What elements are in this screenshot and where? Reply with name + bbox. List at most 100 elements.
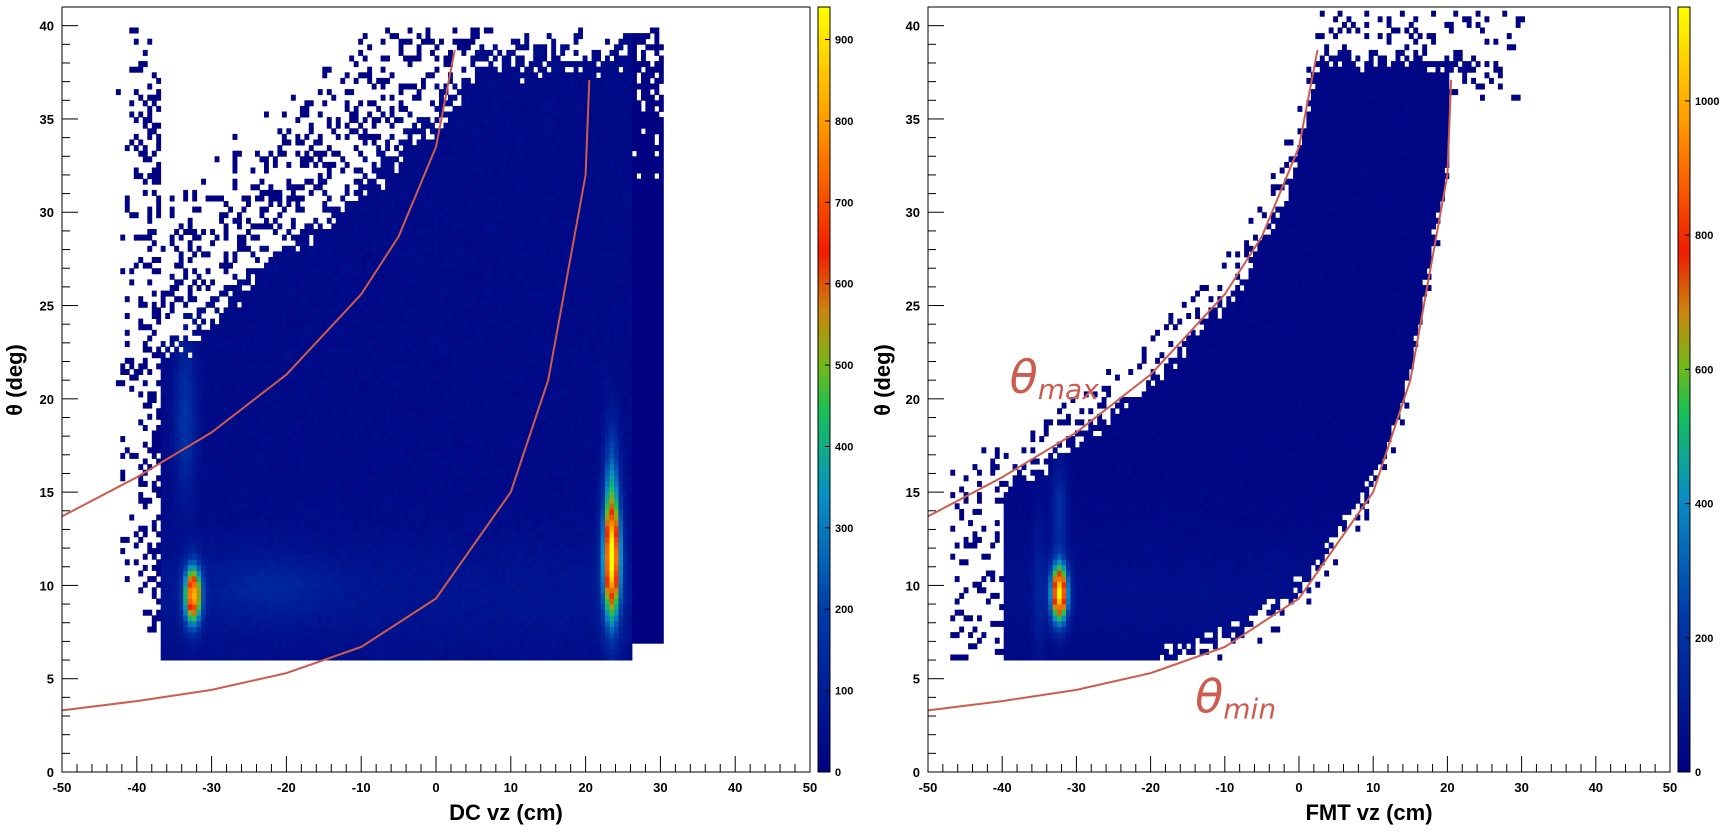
heatmap-cell — [160, 632, 166, 639]
heatmap-cell — [268, 576, 274, 583]
heatmap-cell — [174, 335, 180, 342]
heatmap-cell — [268, 391, 274, 398]
heatmap-cell — [299, 514, 305, 521]
heatmap-cell — [362, 234, 368, 241]
heatmap-cell — [281, 206, 287, 213]
heatmap-cell — [371, 285, 377, 291]
heatmap-cell — [385, 346, 390, 353]
heatmap-cell — [403, 184, 408, 191]
heatmap-cell — [201, 564, 206, 571]
heatmap-cell — [389, 637, 395, 644]
heatmap-cell — [295, 581, 301, 588]
heatmap-cell — [344, 548, 350, 555]
heatmap-cell — [277, 643, 283, 650]
heatmap-cell — [326, 161, 332, 168]
heatmap-cell — [268, 430, 274, 437]
heatmap-cell — [385, 201, 390, 207]
heatmap-cell — [210, 441, 215, 448]
heatmap-cell — [183, 620, 189, 627]
heatmap-cell — [389, 273, 395, 280]
heatmap-cell — [290, 458, 296, 465]
heatmap-cell — [371, 626, 377, 633]
heatmap-cell — [344, 643, 350, 650]
heatmap-cell — [376, 279, 382, 286]
heatmap-cell — [192, 525, 198, 532]
heatmap-cell — [165, 626, 171, 633]
heatmap-cell — [272, 307, 278, 314]
heatmap-cell — [259, 408, 265, 415]
heatmap-cell — [394, 391, 399, 398]
heatmap-cell — [412, 329, 417, 336]
heatmap-cell — [246, 419, 251, 426]
heatmap-cell — [124, 576, 130, 583]
heatmap-cell — [286, 615, 292, 622]
heatmap-cell — [183, 632, 189, 639]
heatmap-cell — [160, 486, 166, 493]
heatmap-cell — [367, 307, 373, 314]
heatmap-cell — [219, 604, 224, 611]
heatmap-cell — [272, 548, 278, 555]
heatmap-cell — [313, 452, 319, 459]
heatmap-cell — [385, 229, 390, 235]
heatmap-cell — [142, 503, 148, 510]
heatmap-cell — [416, 206, 422, 213]
heatmap-cell — [151, 150, 157, 157]
heatmap-cell — [281, 402, 287, 409]
heatmap-cell — [142, 156, 148, 163]
heatmap-cell — [353, 189, 359, 196]
heatmap-cell — [394, 245, 399, 252]
heatmap-cell — [416, 570, 422, 577]
heatmap-cell — [416, 559, 422, 566]
heatmap-cell — [232, 469, 238, 476]
heatmap-cell — [223, 486, 229, 493]
heatmap-cell — [210, 548, 215, 555]
heatmap-cell — [394, 145, 399, 152]
heatmap-cell — [326, 486, 332, 493]
heatmap-cell — [272, 559, 278, 566]
heatmap-cell — [228, 469, 233, 476]
heatmap-cell — [142, 609, 148, 616]
heatmap-cell — [286, 464, 292, 471]
heatmap-cell — [308, 497, 314, 504]
heatmap-cell — [353, 654, 359, 661]
heatmap-cell — [290, 279, 296, 286]
heatmap-cell — [326, 273, 332, 280]
heatmap-cell — [349, 89, 355, 96]
heatmap-cell — [272, 357, 278, 364]
heatmap-cell — [228, 357, 233, 364]
heatmap-cell — [223, 615, 229, 622]
heatmap-cell — [394, 301, 399, 308]
heatmap-cell — [232, 385, 238, 392]
heatmap-cell — [403, 430, 408, 437]
heatmap-cell — [407, 385, 413, 392]
heatmap-cell — [277, 587, 283, 594]
heatmap-cell — [322, 251, 328, 258]
heatmap-cell — [376, 480, 382, 487]
heatmap-cell — [344, 542, 350, 549]
heatmap-cell — [174, 497, 180, 504]
heatmap-cell — [169, 542, 175, 549]
heatmap-cell — [349, 385, 355, 392]
heatmap-cell — [308, 369, 314, 375]
heatmap-cell — [138, 525, 144, 532]
heatmap-cell — [214, 469, 220, 476]
heatmap-cell — [165, 548, 171, 555]
heatmap-cell — [358, 363, 364, 370]
heatmap-cell — [326, 268, 332, 275]
heatmap-cell — [281, 257, 287, 263]
heatmap-cell — [389, 514, 395, 521]
heatmap-cell — [138, 391, 144, 398]
heatmap-cell — [313, 486, 319, 493]
heatmap-cell — [362, 346, 368, 353]
heatmap-cell — [367, 268, 373, 275]
heatmap-cell — [380, 173, 386, 180]
heatmap-cell — [349, 341, 355, 347]
heatmap-cell — [169, 559, 175, 566]
heatmap-cell — [304, 290, 310, 297]
heatmap-cell — [376, 536, 382, 543]
heatmap-cell — [317, 285, 323, 291]
heatmap-cell — [308, 156, 314, 163]
heatmap-cell — [232, 626, 238, 633]
heatmap-cell — [219, 536, 224, 543]
heatmap-cell — [335, 313, 341, 319]
